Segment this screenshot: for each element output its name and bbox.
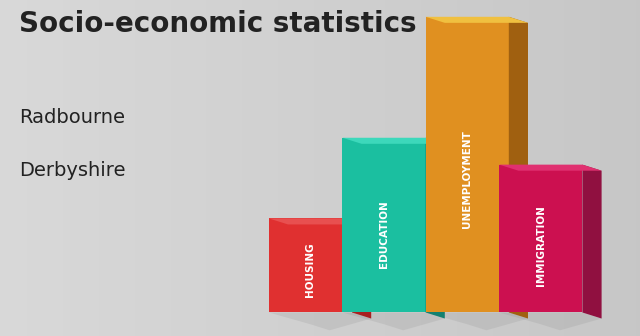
Text: UNEMPLOYMENT: UNEMPLOYMENT [462,130,472,228]
Polygon shape [342,138,445,144]
Text: IMMIGRATION: IMMIGRATION [536,206,546,286]
Polygon shape [499,312,602,330]
Text: Derbyshire: Derbyshire [19,161,125,180]
Polygon shape [426,17,509,312]
Polygon shape [352,218,371,319]
Polygon shape [342,138,426,312]
Polygon shape [426,17,528,23]
Polygon shape [426,138,445,319]
Polygon shape [342,312,445,330]
Polygon shape [426,312,528,330]
Polygon shape [269,218,352,312]
Polygon shape [582,165,602,319]
Text: Radbourne: Radbourne [19,108,125,127]
Polygon shape [499,165,602,171]
Text: Socio-economic statistics: Socio-economic statistics [19,10,417,38]
Text: EDUCATION: EDUCATION [379,200,389,268]
Polygon shape [269,218,371,224]
Text: HOUSING: HOUSING [305,243,316,297]
Polygon shape [509,17,528,319]
Polygon shape [269,312,371,330]
Polygon shape [499,165,582,312]
